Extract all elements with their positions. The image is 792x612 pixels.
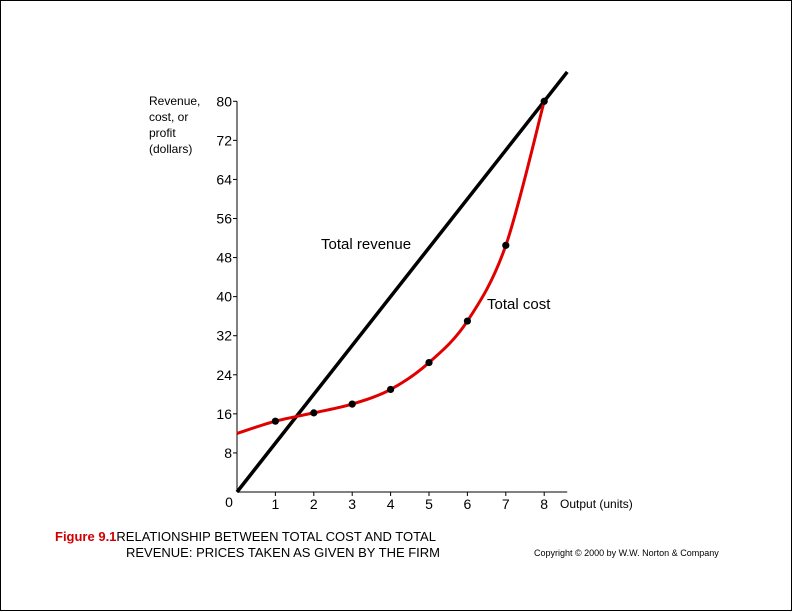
y-axis-title-line: Revenue, (149, 94, 200, 108)
x-axis-title: Output (units) (560, 497, 633, 511)
copyright-notice: Copyright © 2000 by W.W. Norton & Compan… (534, 548, 719, 558)
caption-line-2: REVENUE: PRICES TAKEN AS GIVEN BY THE FI… (126, 545, 441, 560)
total-cost-point (463, 317, 471, 325)
y-axis-title-line: cost, or (149, 110, 188, 124)
figure-number: Figure 9.1 (55, 529, 117, 544)
total-cost-point (502, 241, 510, 249)
total-cost-point (425, 358, 433, 367)
y-tick-label: 72 (216, 132, 232, 148)
y-tick-label: 24 (216, 367, 232, 383)
origin-label: 0 (225, 494, 233, 510)
x-tick-label: 4 (387, 496, 395, 512)
y-axis-title-line: (dollars) (149, 142, 192, 156)
y-tick-label: 56 (216, 210, 232, 226)
total-revenue-line (235, 70, 569, 494)
x-tick-label: 6 (464, 496, 472, 512)
x-tick-label: 5 (425, 496, 433, 512)
total-cost-line (236, 100, 546, 435)
axes (233, 100, 568, 496)
series-lines (235, 70, 569, 494)
y-tick-label: 32 (216, 328, 232, 344)
total-revenue-label: Total revenue (321, 236, 411, 253)
x-tick-label: 1 (272, 496, 280, 512)
x-tick-label: 3 (348, 496, 356, 512)
y-tick-label: 64 (216, 171, 232, 187)
total-cost-label: Total cost (487, 296, 551, 313)
total-cost-point (271, 417, 279, 425)
y-tick-label: 48 (216, 250, 232, 266)
x-tick-label: 8 (540, 496, 548, 512)
total-cost-point (387, 385, 395, 394)
total-cost-point (310, 409, 318, 417)
y-tick-label: 16 (216, 406, 232, 422)
total-cost-point (540, 97, 548, 105)
figure-caption: Figure 9.1RELATIONSHIP BETWEEN TOTAL COS… (55, 529, 440, 561)
x-tick-label: 7 (502, 496, 510, 512)
x-tick-label: 2 (310, 496, 318, 512)
y-axis-title-line: profit (149, 126, 176, 140)
y-tick-label: 80 (216, 93, 232, 109)
caption-line-1: RELATIONSHIP BETWEEN TOTAL COST AND TOTA… (116, 529, 436, 544)
y-tick-label: 40 (216, 289, 232, 305)
data-markers (271, 97, 548, 425)
y-tick-label: 8 (224, 445, 232, 461)
total-cost-point (348, 400, 356, 408)
